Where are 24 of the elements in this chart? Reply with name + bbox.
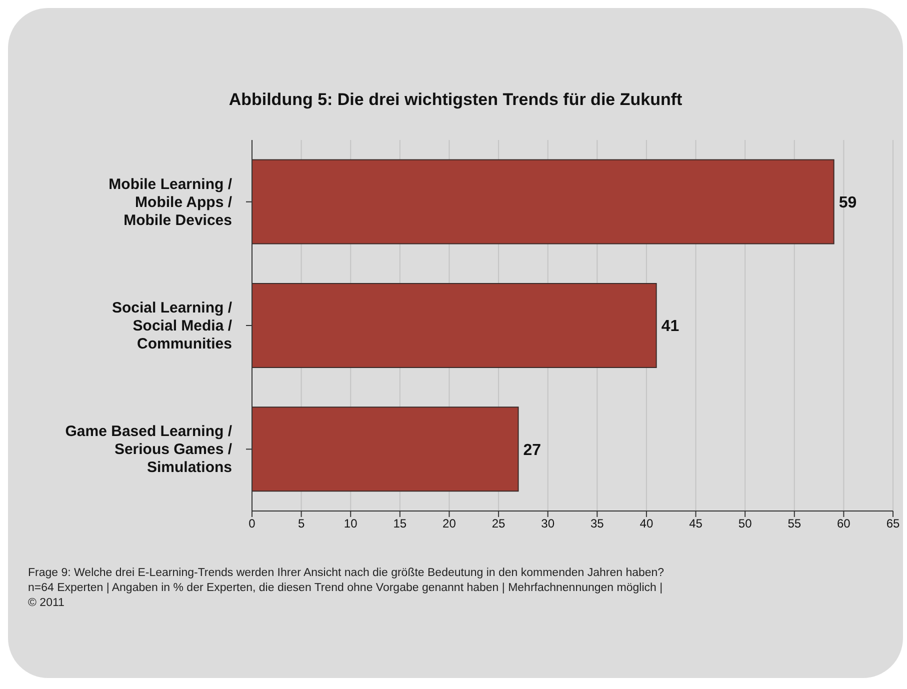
x-tick-label: 50 <box>738 516 752 531</box>
x-tick-label: 0 <box>248 516 256 531</box>
x-tick-label: 10 <box>344 516 358 531</box>
x-tick-label: 35 <box>590 516 604 531</box>
text: Frage 9: Welche drei E-Learning-Trends werden Ihrer Ansicht nach die größte Bedeutung in den kommenden Jahren haben? <box>28 566 664 581</box>
x-tick-label: 20 <box>442 516 456 531</box>
x-tick-label: 60 <box>837 516 851 531</box>
x-tick-label: 5 <box>298 516 305 531</box>
x-tick-label: 15 <box>393 516 407 531</box>
data-label: 27 <box>523 442 542 459</box>
text: n=64 Experten | Angaben in % der Experten, die diesen Trend ohne Vorgabe genannt haben | Mehrfachnennungen möglich | <box>28 581 664 596</box>
data-label: 59 <box>838 194 857 212</box>
x-tick-label: 30 <box>541 516 555 531</box>
text: © 2011 <box>28 596 66 611</box>
x-tick-label: 40 <box>640 516 654 531</box>
y-tick-label: Social Learning / Social Media / Communities <box>112 300 233 352</box>
chart-title: Abbildung 5: Die drei wichtigsten Trends für die Zukunft <box>228 90 684 110</box>
y-tick-label: Mobile Learning / Mobile Apps / Mobile Devices <box>108 176 233 229</box>
x-tick-label: 65 <box>886 516 900 531</box>
x-tick-label: 55 <box>788 516 802 531</box>
x-tick-label: 25 <box>492 516 506 531</box>
y-tick-label: Game Based Learning / Serious Games / Simulations <box>65 423 233 476</box>
data-label: 41 <box>661 318 680 336</box>
x-tick-label: 45 <box>689 516 703 531</box>
